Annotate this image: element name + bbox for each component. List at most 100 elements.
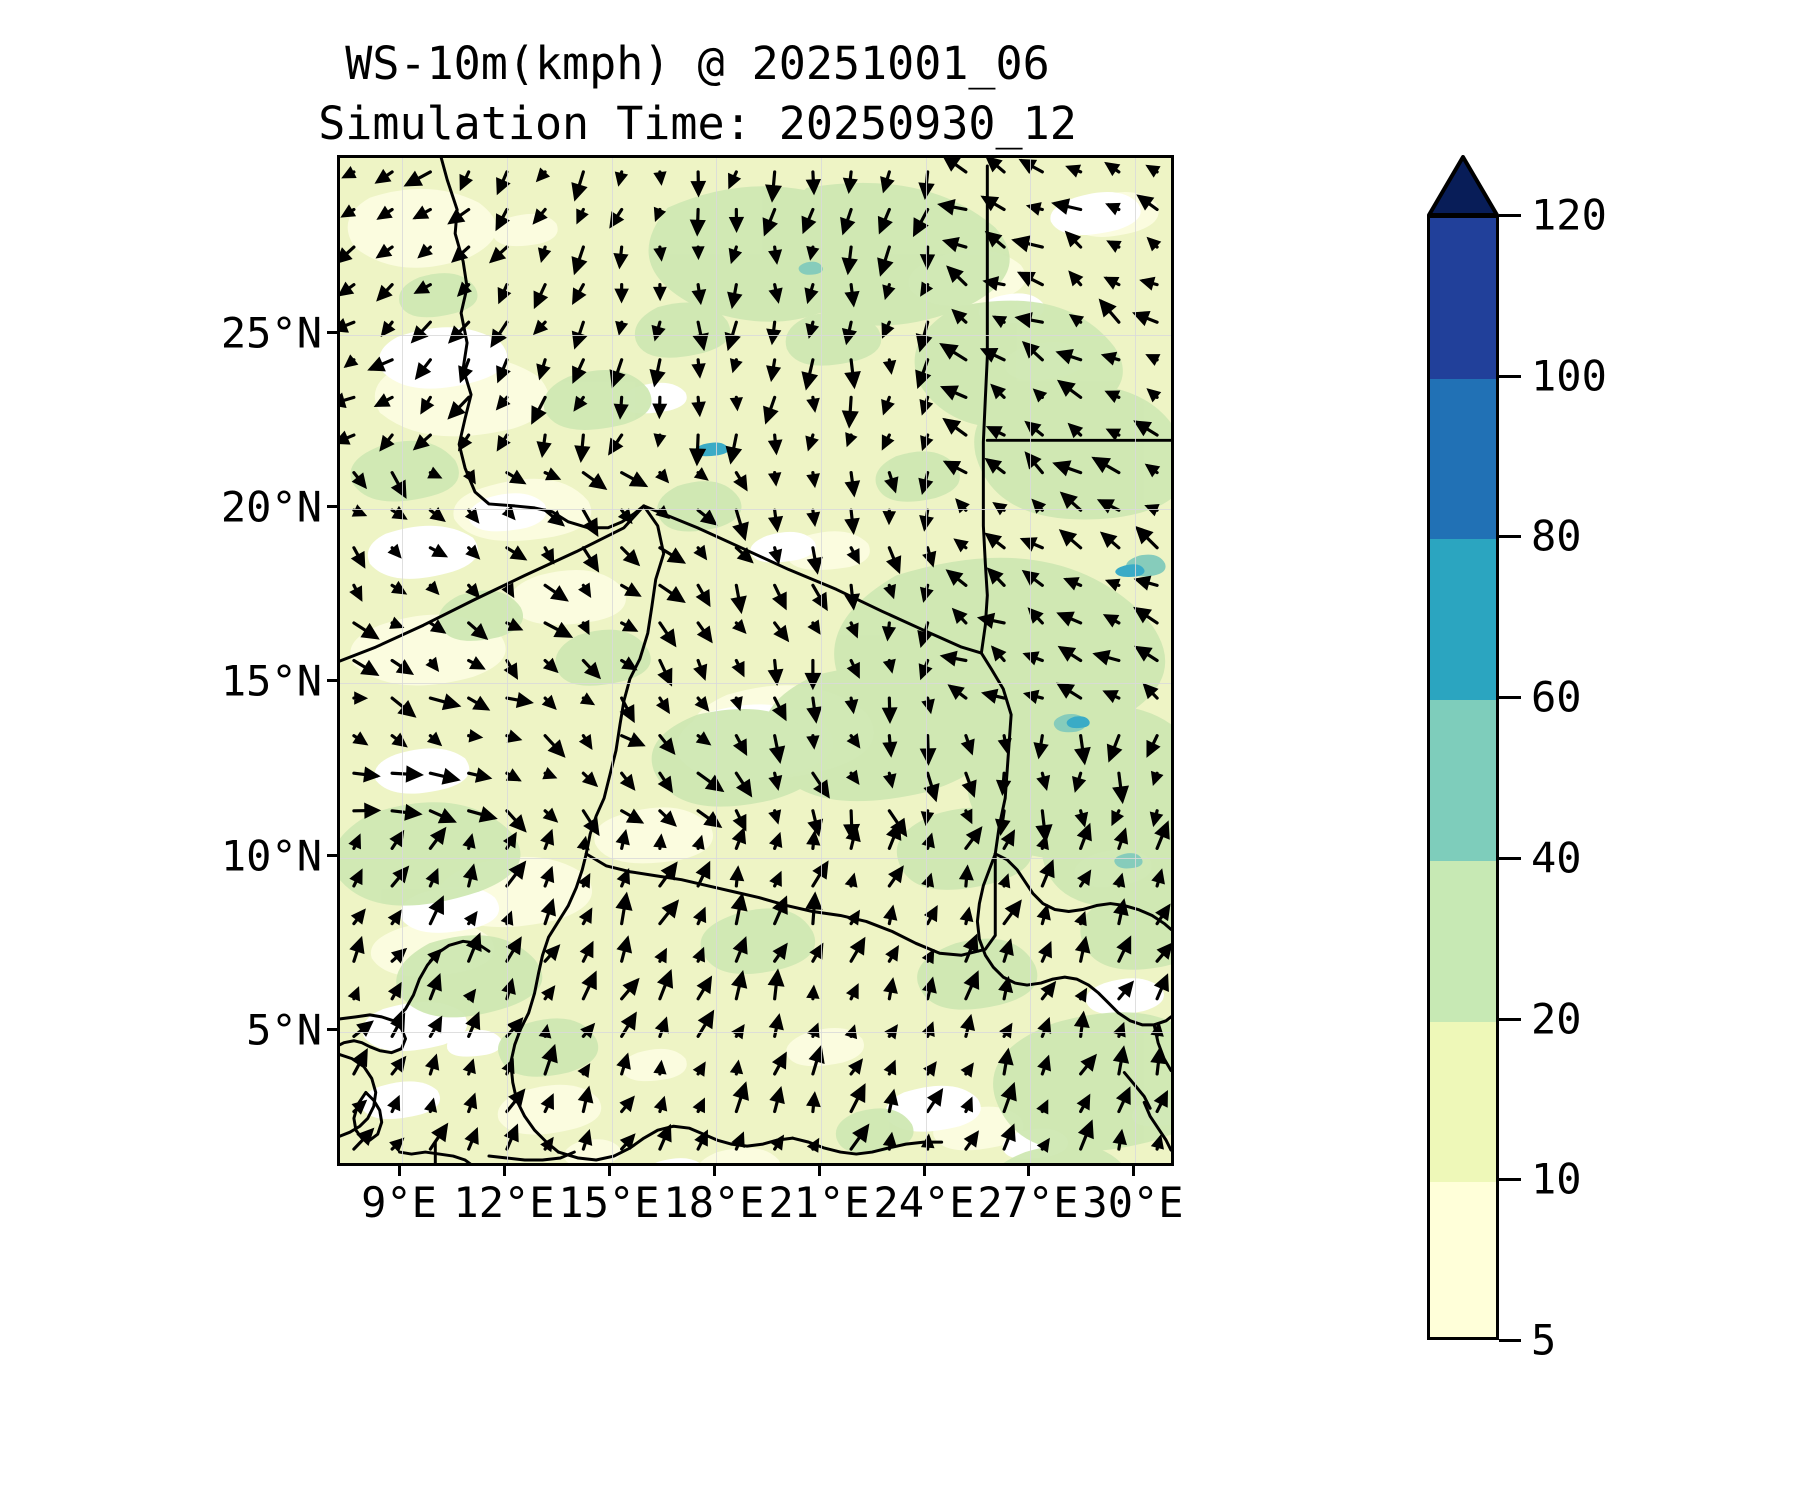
wind-arrow: [883, 977, 898, 1001]
wind-arrow: [543, 944, 561, 963]
wind-arrow: [533, 283, 549, 310]
wind-arrow: [696, 975, 713, 1001]
wind-arrow: [620, 732, 646, 747]
wind-arrow: [960, 808, 973, 825]
wind-arrow: [462, 1058, 476, 1076]
wind-arrow: [806, 245, 820, 261]
wind-arrow: [997, 1047, 1014, 1076]
wind-arrow: [403, 170, 432, 187]
wind-arrow: [849, 1123, 870, 1151]
wind-arrow: [840, 207, 856, 236]
wind-arrow: [955, 498, 970, 514]
wind-arrow: [921, 832, 935, 850]
wind-arrow: [543, 621, 574, 638]
wind-arrow: [571, 170, 588, 202]
colorbar-band-40-60: [1430, 700, 1496, 861]
wind-arrow: [543, 583, 569, 602]
wind-arrow: [962, 933, 979, 963]
country-borders: [340, 158, 1171, 1163]
wind-arrow: [655, 505, 670, 520]
wind-arrow: [1136, 194, 1159, 212]
wind-arrow: [807, 809, 824, 837]
wind-arrow: [447, 207, 471, 225]
colorbar-tick-80: [1499, 535, 1521, 539]
ytick-mark-15: [327, 679, 337, 682]
wind-arrow: [963, 970, 980, 1001]
wind-arrow: [926, 1087, 944, 1114]
wind-arrow: [912, 207, 930, 238]
wind-arrow: [1036, 771, 1051, 791]
wind-arrow: [1134, 525, 1159, 550]
wind-arrow: [1145, 164, 1161, 178]
map-plot-area[interactable]: [337, 155, 1174, 1166]
wind-arrow: [1105, 202, 1121, 216]
wind-arrow: [1153, 1089, 1168, 1114]
wind-arrow: [352, 1127, 375, 1151]
wind-arrow: [340, 204, 357, 218]
wind-arrow: [352, 621, 380, 640]
wind-arrow: [653, 833, 667, 850]
wind-arrow: [844, 696, 859, 715]
wind-arrow: [387, 981, 402, 1001]
wind-arrow: [1055, 349, 1083, 365]
wind-arrow: [767, 433, 783, 456]
colorbar[interactable]: 5 10 20 40 60 80 100 120: [1427, 155, 1607, 1365]
wind-arrow: [883, 583, 896, 600]
colorbar-tick-20: [1499, 1017, 1521, 1021]
wind-arrow: [1115, 1086, 1131, 1114]
speed-band-60-80: [693, 442, 1145, 729]
wind-arrow: [919, 245, 936, 271]
wind-arrow: [730, 892, 748, 926]
wind-arrow: [951, 607, 968, 625]
wind-arrow: [505, 545, 528, 561]
wind-arrow: [376, 205, 394, 220]
wind-arrow: [428, 1122, 449, 1151]
wind-arrow: [881, 395, 895, 416]
wind-arrow: [1074, 910, 1087, 927]
wind-arrow: [886, 821, 902, 850]
wind-arrow: [428, 693, 462, 711]
wind-arrow: [801, 207, 817, 235]
wind-arrow: [375, 243, 394, 259]
wind-arrow: [425, 580, 440, 596]
wind-arrow: [732, 809, 747, 832]
wind-arrow: [728, 207, 745, 233]
wind-arrow: [881, 433, 895, 451]
wind-arrow: [844, 358, 861, 390]
wind-arrow: [620, 546, 641, 567]
wind-arrow: [1155, 943, 1171, 963]
wind-arrow: [728, 245, 743, 265]
wind-arrow: [456, 281, 472, 297]
wind-arrow: [532, 319, 549, 336]
wind-arrow: [772, 583, 787, 611]
wind-arrow: [340, 245, 356, 263]
wind-arrow: [654, 947, 667, 964]
wind-arrow: [994, 809, 1011, 837]
gridline-lat-10: [340, 858, 1171, 859]
wind-arrow: [537, 245, 552, 264]
wind-arrow: [805, 891, 823, 926]
wind-arrow: [1106, 734, 1123, 763]
wind-arrow: [462, 988, 477, 1004]
wind-arrow: [531, 395, 547, 425]
ytick-text-20: 20°N: [220, 482, 322, 532]
wind-arrow: [772, 895, 788, 926]
wind-arrow: [1096, 499, 1121, 514]
wind-arrow: [1144, 463, 1161, 478]
xtick-label-15: 15°E: [558, 1178, 660, 1227]
wind-arrow: [1036, 834, 1049, 851]
wind-arrow: [692, 1097, 705, 1114]
xtick-label-27: 27°E: [977, 1178, 1079, 1227]
wind-arrow: [1142, 682, 1159, 700]
wind-arrow: [806, 508, 821, 527]
wind-arrow: [880, 170, 895, 194]
xtick-label-12: 12°E: [453, 1178, 555, 1227]
wind-arrow: [976, 612, 1006, 629]
wind-arrow: [964, 826, 983, 850]
wind-arrow: [995, 771, 1012, 797]
wind-arrow: [464, 507, 480, 524]
wind-arrow: [352, 1020, 374, 1038]
wind-arrow: [692, 946, 706, 963]
wind-arrow: [841, 245, 858, 276]
wind-arrow: [883, 904, 898, 926]
